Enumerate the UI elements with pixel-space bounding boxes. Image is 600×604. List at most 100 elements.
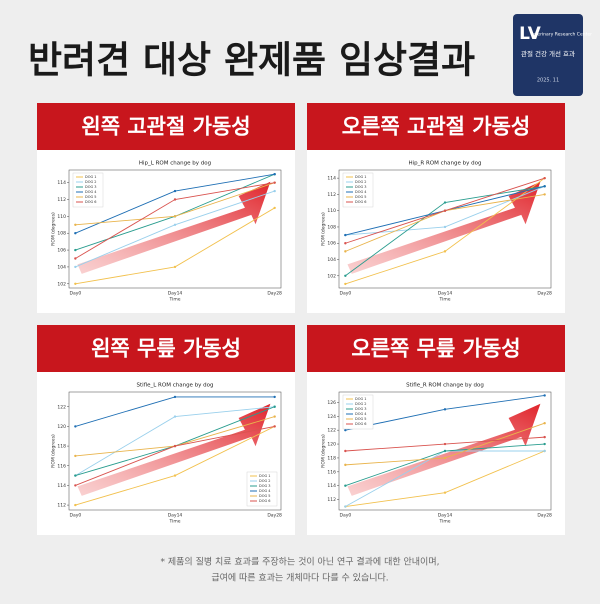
data-point	[173, 474, 177, 477]
data-point	[443, 201, 447, 204]
data-point	[443, 456, 447, 460]
data-point	[443, 250, 447, 253]
panel-header	[37, 325, 295, 372]
chart-title: Hip_R ROM change by dog	[409, 161, 482, 167]
plot-frame	[68, 391, 282, 511]
legend-box	[342, 172, 374, 208]
x-tick-label: Day14	[438, 291, 453, 297]
data-point	[543, 449, 546, 453]
trend-arrow	[77, 403, 271, 496]
y-tick-label: 120	[327, 442, 336, 448]
legend-label: DOG 5	[85, 195, 97, 199]
data-point	[344, 242, 347, 245]
footnote: * 제품의 질병 치료 효과를 주장하는 것이 아닌 연구 결과에 대한 안내이…	[161, 556, 440, 568]
data-point	[344, 463, 347, 467]
data-point	[344, 449, 347, 453]
data-point	[443, 449, 447, 453]
y-tick-label: 122	[327, 428, 336, 434]
y-axis-label: ROM (degrees)	[321, 212, 327, 246]
x-tick-label: Day28	[267, 513, 282, 519]
y-tick-label: 102	[327, 273, 336, 279]
data-point	[344, 233, 347, 237]
y-tick-label: 106	[327, 241, 336, 247]
legend-label: DOG 1	[355, 175, 367, 179]
badge-date: 2025. 11	[537, 78, 559, 84]
data-point	[173, 265, 177, 269]
y-tick-label: 114	[57, 483, 66, 489]
plot-frame	[68, 169, 282, 289]
chart-panel: 왼쪽 고관절 가동성 Hip_L ROM change by dog Time ROM…	[37, 103, 295, 313]
data-point	[74, 454, 77, 458]
panel-heading: 왼쪽 무릎 가동성	[91, 337, 241, 361]
data-point	[273, 425, 276, 428]
data-point	[443, 225, 447, 229]
legend-label: DOG 6	[85, 200, 97, 204]
y-axis-label: ROM (degrees)	[51, 212, 57, 246]
legend-label: DOG 4	[355, 412, 367, 416]
legend-label: DOG 3	[85, 185, 97, 189]
legend-label: DOG 5	[355, 195, 367, 199]
data-point	[74, 474, 77, 477]
legend-box	[72, 172, 104, 208]
y-tick-label: 116	[57, 463, 66, 469]
chart-panel: 오른쪽 고관절 가동성 Hip_R ROM change by dog Time RO…	[307, 103, 565, 313]
trend-arrow	[347, 403, 541, 496]
data-point	[543, 394, 546, 397]
x-tick-label: Day28	[537, 291, 552, 297]
data-point	[344, 282, 347, 286]
y-tick-label: 114	[327, 176, 336, 182]
y-tick-label: 114	[57, 180, 66, 186]
legend-label: DOG 6	[355, 422, 367, 426]
badge-box	[513, 14, 583, 96]
data-point	[443, 442, 447, 446]
legend-label: DOG 2	[355, 402, 367, 406]
data-point	[273, 405, 276, 408]
y-tick-label: 104	[57, 264, 66, 270]
data-point	[273, 189, 276, 193]
data-point	[543, 435, 546, 439]
legend-label: DOG 5	[355, 417, 367, 421]
legend-label: DOG 1	[259, 474, 271, 478]
data-point	[543, 422, 546, 425]
legend-label: DOG 3	[355, 407, 367, 411]
data-point	[173, 223, 177, 226]
data-point	[173, 189, 177, 193]
legend-label: DOG 4	[355, 190, 367, 194]
y-tick-label: 112	[327, 497, 336, 503]
badge: LV Veterinary Research Center 관절 건강 개선 효…	[513, 14, 592, 96]
data-point	[74, 223, 77, 226]
legend-label: DOG 2	[85, 180, 97, 184]
data-point	[443, 408, 447, 411]
legend-label: DOG 6	[355, 200, 367, 204]
data-point	[74, 232, 77, 235]
data-point	[74, 282, 77, 285]
x-axis-label: Time	[168, 519, 180, 525]
legend-box	[246, 471, 278, 507]
x-tick-label: Day0	[69, 513, 81, 519]
y-tick-label: 126	[327, 400, 336, 406]
data-point	[443, 209, 447, 212]
y-tick-label: 108	[327, 224, 336, 230]
x-tick-label: Day0	[339, 513, 351, 519]
data-point	[344, 484, 347, 487]
data-point	[74, 503, 77, 507]
data-point	[344, 250, 347, 253]
legend-label: DOG 3	[355, 185, 367, 189]
badge-claim: 관절 건강 개선 효과	[521, 49, 575, 58]
data-point	[543, 176, 546, 180]
data-point	[74, 265, 77, 269]
x-tick-label: Day14	[168, 513, 183, 519]
panel-header	[307, 103, 565, 150]
y-tick-label: 118	[57, 444, 66, 450]
chart-title: Stifle_L ROM change by dog	[136, 383, 213, 389]
footnote: 급여에 따른 효과는 개체마다 다를 수 있습니다.	[211, 572, 388, 584]
x-axis-label: Time	[168, 297, 180, 303]
panel-header	[37, 103, 295, 150]
data-point	[344, 428, 347, 432]
data-point	[273, 206, 276, 210]
panel-heading: 왼쪽 고관절 가동성	[81, 115, 250, 139]
chart-panel: 오른쪽 무릎 가동성 Stifle_R ROM change by dog Time…	[307, 325, 565, 535]
legend-label: DOG 2	[259, 479, 271, 483]
x-axis-label: Time	[438, 297, 450, 303]
